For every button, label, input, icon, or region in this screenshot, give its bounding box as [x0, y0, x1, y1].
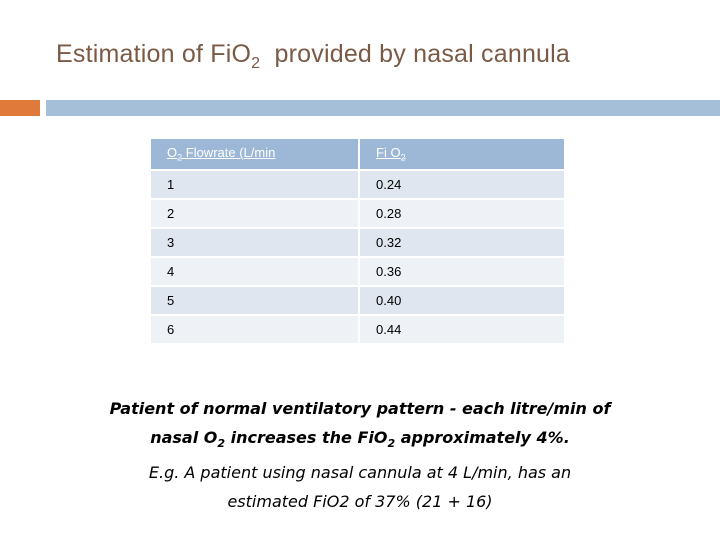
header-fio2: Fi O2 — [359, 139, 564, 170]
table-header-row: O2 Flowrate (L/min Fi O2 — [151, 139, 564, 170]
accent-bar — [0, 100, 40, 116]
table-row: 1 0.24 — [151, 169, 564, 199]
cell-flowrate: 4 — [151, 256, 360, 286]
note-line-1: Patient of normal ventilatory pattern - … — [109, 399, 611, 418]
explanation-note: Patient of normal ventilatory pattern - … — [90, 394, 630, 516]
note-line-2: nasal O2 increases the FiO2 approximatel… — [150, 428, 570, 450]
cell-fio2: 0.40 — [359, 285, 564, 315]
note-line-3: E.g. A patient using nasal cannula at 4 … — [148, 463, 572, 482]
cell-flowrate: 3 — [151, 227, 360, 257]
cell-flowrate: 6 — [151, 314, 360, 343]
table-row: 3 0.32 — [151, 227, 564, 257]
note-line-4: estimated FiO2 of 37% (21 + 16) — [227, 492, 493, 511]
cell-fio2: 0.36 — [359, 256, 564, 286]
title-part2: provided by nasal cannula — [274, 40, 571, 68]
header-flowrate: O2 Flowrate (L/min — [151, 139, 360, 170]
table-row: 6 0.44 — [151, 314, 564, 343]
cell-flowrate: 1 — [151, 169, 360, 199]
cell-fio2: 0.32 — [359, 227, 564, 257]
cell-flowrate: 2 — [151, 198, 360, 228]
fio2-table: O2 Flowrate (L/min Fi O2 1 0.24 2 0.28 3… — [151, 139, 564, 343]
title-subscript: 2 — [251, 55, 261, 72]
cell-fio2: 0.44 — [359, 314, 564, 343]
table-row: 2 0.28 — [151, 198, 564, 228]
cell-flowrate: 5 — [151, 285, 360, 315]
title-part1: Estimation of FiO — [56, 40, 252, 68]
table-row: 5 0.40 — [151, 285, 564, 315]
cell-fio2: 0.24 — [359, 169, 564, 199]
cell-fio2: 0.28 — [359, 198, 564, 228]
table-row: 4 0.36 — [151, 256, 564, 286]
slide-title: Estimation of FiO2 provided by nasal can… — [56, 40, 570, 73]
title-rule-bar — [46, 100, 720, 116]
